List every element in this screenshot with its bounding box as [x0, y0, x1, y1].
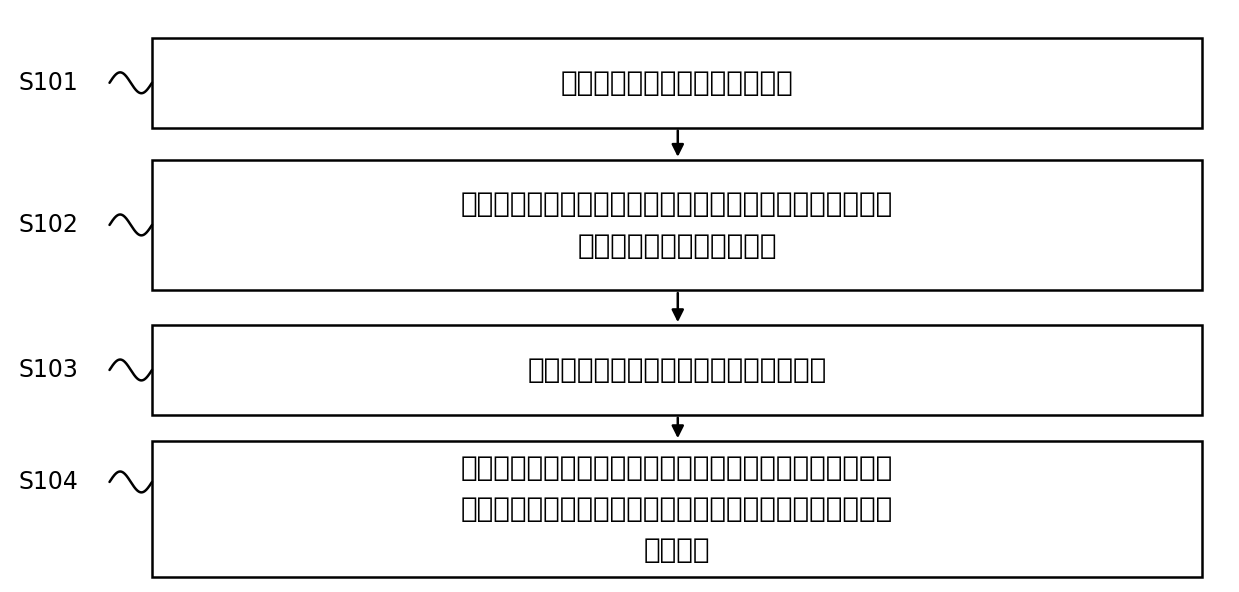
- Text: 将视频流分解成以时间为序的帧图像序列，并提取帧图像序
列中的感兴趣熔融流体区域: 将视频流分解成以时间为序的帧图像序列，并提取帧图像序 列中的感兴趣熔融流体区域: [461, 191, 893, 259]
- Bar: [152, 160, 1202, 290]
- Text: S102: S102: [19, 213, 78, 237]
- Text: S101: S101: [19, 71, 78, 95]
- Text: S104: S104: [19, 470, 78, 494]
- Bar: [152, 325, 1202, 415]
- Text: 提取熔融流体轮廓的特征块，并基于特征块获取熔融流体的
流速，特征块具体为高温熔融流体高速出流过程中出现的波
纹或阴影: 提取熔融流体轮廓的特征块，并基于特征块获取熔融流体的 流速，特征块具体为高温熔融…: [461, 454, 893, 564]
- Text: 提取感兴趣熔融流体区域的熔融流体轮廓: 提取感兴趣熔融流体区域的熔融流体轮廓: [528, 356, 826, 384]
- Bar: [152, 441, 1202, 577]
- Bar: [152, 38, 1202, 128]
- Text: 采集高温高速熔融流体的视频流: 采集高温高速熔融流体的视频流: [561, 69, 793, 96]
- Text: S103: S103: [19, 358, 78, 382]
